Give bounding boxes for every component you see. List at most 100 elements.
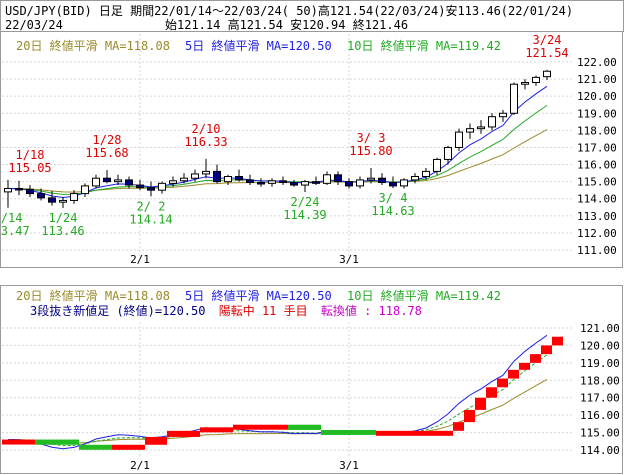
candle-body bbox=[257, 181, 265, 185]
candle-body bbox=[213, 170, 221, 183]
bottom-y-tick-label: 114.00 bbox=[580, 444, 620, 457]
candle-body bbox=[224, 176, 232, 183]
bottom-x-tick-label: 2/1 bbox=[130, 459, 150, 472]
brick-down bbox=[321, 429, 376, 435]
three-line-break-blocks bbox=[2, 336, 563, 450]
candle-body bbox=[422, 170, 430, 178]
brick-up bbox=[464, 409, 475, 423]
high-annotation-value: 116.33 bbox=[184, 135, 227, 149]
candle-body bbox=[70, 193, 78, 201]
bottom-y-tick-label: 117.00 bbox=[580, 392, 620, 405]
top-y-tick-label: 120.00 bbox=[577, 90, 617, 103]
high-annotation-value: 115.05 bbox=[8, 161, 51, 175]
candle-body bbox=[532, 76, 540, 84]
brick-down bbox=[288, 424, 321, 430]
info-trend: 陽転中 11 手目 bbox=[219, 303, 308, 318]
brick-up bbox=[145, 436, 167, 445]
top-legend-ma10: 10日 終値平滑 MA=119.42 bbox=[347, 38, 501, 53]
bottom-legend-ma20: 20日 終値平滑 MA=118.08 bbox=[16, 288, 170, 303]
bottom-info-line: 3段抜き新値足 (終値)=120.50 陽転中 11 手目 転換値 : 118.… bbox=[30, 303, 422, 318]
low-annotation-value: 113.46 bbox=[41, 224, 84, 238]
header-date: 22/03/24 bbox=[5, 18, 63, 32]
low-annotation-date: 2/ 2 bbox=[137, 199, 166, 213]
candle-body bbox=[301, 181, 309, 186]
candle-body bbox=[400, 179, 408, 187]
candle-body bbox=[169, 180, 177, 184]
candle-body bbox=[488, 116, 496, 128]
candle-body bbox=[48, 197, 56, 203]
brick-up bbox=[376, 430, 453, 436]
candle-body bbox=[290, 181, 298, 186]
candle-body bbox=[103, 177, 111, 183]
candle-body bbox=[136, 184, 144, 189]
top-x-axis: 2/1 3/1 bbox=[130, 253, 359, 266]
low-annotation-date: 1/14 bbox=[0, 211, 22, 225]
high-annotation-date: 1/18 bbox=[16, 148, 45, 162]
low-annotation-date: 2/24 bbox=[291, 195, 320, 209]
top-y-tick-label: 118.00 bbox=[577, 124, 617, 137]
low-annotation-date: 3/ 4 bbox=[379, 191, 408, 205]
candle-body bbox=[477, 126, 485, 130]
bottom-y-tick-label: 115.00 bbox=[580, 427, 620, 440]
high-annotation-value: 115.80 bbox=[349, 144, 392, 158]
candle-body bbox=[37, 193, 45, 199]
candle-body bbox=[356, 179, 364, 187]
brick-down bbox=[35, 439, 79, 445]
candle-body bbox=[345, 181, 353, 187]
brick-up bbox=[519, 362, 530, 370]
brick-up bbox=[541, 345, 552, 355]
candle-body bbox=[367, 177, 375, 181]
candle-body bbox=[202, 170, 210, 175]
top-y-tick-label: 122.00 bbox=[577, 56, 617, 69]
bottom-x-axis: 2/1 3/1 bbox=[130, 459, 359, 472]
high-annotation-value: 115.68 bbox=[85, 146, 128, 160]
brick-up bbox=[453, 422, 464, 431]
brick-down bbox=[79, 444, 112, 450]
candle-body bbox=[334, 174, 342, 183]
brick-up bbox=[508, 369, 519, 379]
low-annotation-date: 1/24 bbox=[49, 211, 78, 225]
high-annotation-date: 3/24 bbox=[533, 33, 562, 47]
candle-body bbox=[246, 179, 254, 183]
bottom-y-tick-label: 121.00 bbox=[580, 322, 620, 335]
candle-body bbox=[455, 131, 463, 148]
candle-body bbox=[180, 177, 188, 182]
top-y-tick-label: 111.00 bbox=[577, 244, 617, 257]
info-reversal: 転換値 : 118.78 bbox=[321, 303, 422, 318]
bottom-legend-ma5: 5日 終値平滑 MA=120.50 bbox=[185, 288, 332, 303]
brick-up bbox=[475, 397, 486, 410]
candle-body bbox=[158, 182, 166, 191]
candle-body bbox=[466, 128, 474, 133]
top-y-tick-label: 112.00 bbox=[577, 227, 617, 240]
candle-body bbox=[389, 181, 397, 187]
candle-body bbox=[15, 187, 23, 191]
candle-body bbox=[125, 179, 133, 186]
brick-up bbox=[530, 354, 541, 363]
high-annotation-date: 2/10 bbox=[192, 122, 221, 136]
brick-up bbox=[497, 378, 508, 388]
top-y-tick-label: 119.00 bbox=[577, 107, 617, 120]
info-new-price: 3段抜き新値足 (終値)=120.50 bbox=[30, 303, 205, 318]
candle-body bbox=[191, 173, 199, 179]
top-y-tick-label: 114.00 bbox=[577, 193, 617, 206]
candle-body bbox=[59, 199, 67, 203]
candle-body bbox=[510, 83, 518, 114]
candle-body bbox=[433, 158, 441, 172]
candle-body bbox=[499, 112, 507, 118]
candle-body bbox=[312, 181, 320, 184]
candle-body bbox=[4, 187, 12, 193]
top-legend-ma5: 5日 終値平滑 MA=120.50 bbox=[185, 38, 332, 53]
header-ohlc: 始121.14 高121.54 安120.94 終121.46 bbox=[165, 18, 409, 32]
brick-up bbox=[552, 336, 563, 346]
top-panel-frame bbox=[0, 31, 623, 268]
candle-body bbox=[147, 187, 155, 191]
candle-body bbox=[444, 146, 452, 160]
bottom-y-tick-label: 118.00 bbox=[580, 374, 620, 387]
top-x-tick-label: 3/1 bbox=[339, 253, 359, 266]
candlestick-series bbox=[4, 69, 551, 208]
brick-up bbox=[486, 387, 497, 398]
brick-up bbox=[167, 430, 200, 437]
header-date-line: 22/03/24 始121.14 高121.54 安120.94 終121.46 bbox=[5, 16, 408, 33]
